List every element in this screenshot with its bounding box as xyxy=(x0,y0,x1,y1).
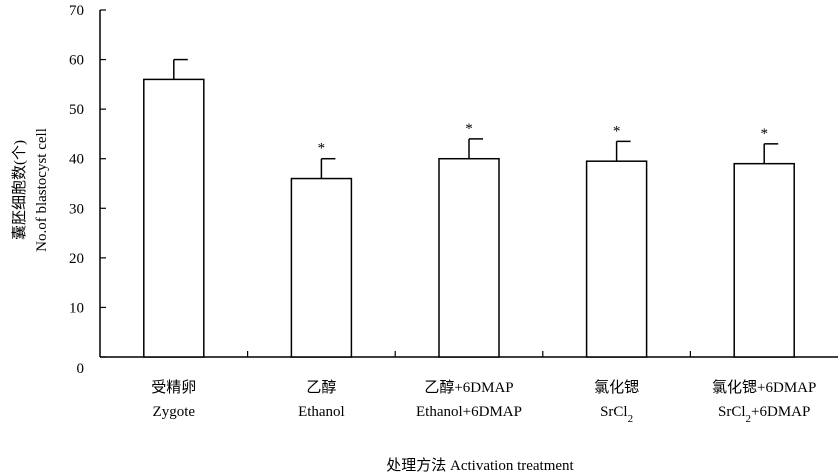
bar-2 xyxy=(290,177,353,358)
y-tick-label: 70 xyxy=(69,3,84,19)
category-label-english: Ethanol xyxy=(298,404,345,420)
significance-marker: * xyxy=(318,141,326,157)
category-label-english: SrCl2 xyxy=(600,404,633,425)
y-tick-label: 60 xyxy=(69,53,84,69)
y-tick-label: 30 xyxy=(69,201,84,217)
y-axis-title-chinese: 囊胚细胞数(个) xyxy=(11,140,28,240)
significance-marker: * xyxy=(465,121,473,137)
x-axis-title: 处理方法 Activation treatment xyxy=(386,457,574,474)
bar-1 xyxy=(143,78,205,358)
y-tick-label: 50 xyxy=(69,102,84,118)
category-label-chinese: 氯化锶+6DMAP xyxy=(712,379,816,396)
y-axis-title-english: No.of blastocyst cell xyxy=(34,128,50,252)
y-tick-label: 20 xyxy=(69,251,84,267)
category-label-english: SrCl2+6DMAP xyxy=(718,404,810,425)
category-label-chinese: 受精卵 xyxy=(151,379,196,396)
category-label-chinese: 乙醇+6DMAP xyxy=(424,379,513,396)
category-label-english: Ethanol+6DMAP xyxy=(416,404,522,420)
category-label-english: Zygote xyxy=(153,404,196,420)
plot-area: 0 10 20 30 40 50 60 70 受精卵 Zygote * 乙醇 Ethanol * 乙醇+6D… xyxy=(69,3,838,425)
significance-marker: * xyxy=(760,126,768,142)
y-tick-label: 40 xyxy=(69,152,84,168)
y-tick-label: 10 xyxy=(69,300,84,316)
category-label-chinese: 氯化锶 xyxy=(594,379,639,396)
y-tick-label: 0 xyxy=(77,361,85,377)
bar-5 xyxy=(733,162,795,358)
significance-marker: * xyxy=(613,123,621,139)
bar-3 xyxy=(438,157,500,358)
category-label-chinese: 乙醇 xyxy=(306,379,336,396)
bar-4 xyxy=(585,160,648,358)
